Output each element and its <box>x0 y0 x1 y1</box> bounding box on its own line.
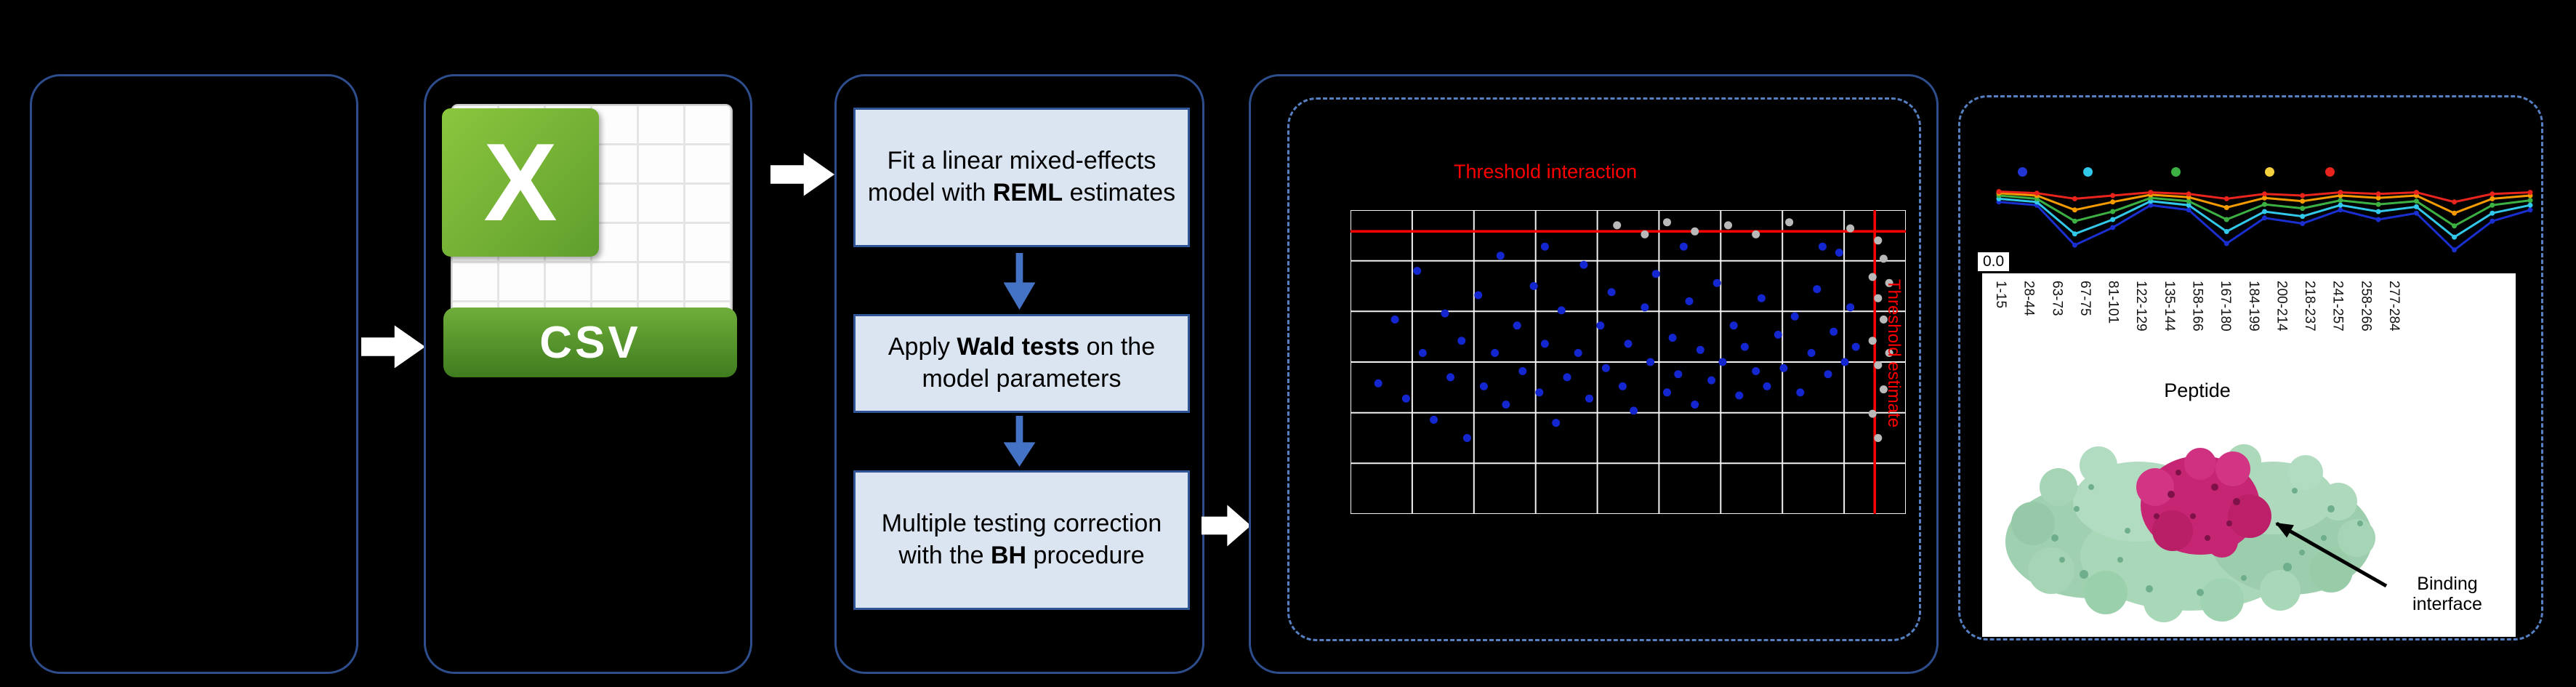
peptide-tick-label: 258-266 <box>2358 281 2374 332</box>
peptide-tick-label: 184-199 <box>2245 281 2261 332</box>
timepoint-dot <box>2264 167 2274 177</box>
panel-input-data <box>30 74 358 674</box>
step-bold: Wald tests <box>957 333 1080 361</box>
step-reml-model: Fit a linear mixed-effects model with RE… <box>853 108 1190 247</box>
peptide-tick-label: 158-166 <box>2189 281 2205 332</box>
panel-csv-file: X CSV <box>424 74 752 674</box>
step-text: on the model parameters <box>922 333 1156 393</box>
timepoint-legend <box>1990 167 2539 177</box>
peptide-tick-label: 67-75 <box>2077 281 2093 316</box>
timepoint-dot <box>2171 167 2181 177</box>
step-text: Fit a linear mixed-effects model with <box>867 147 1156 206</box>
panel-statistical-pipeline: Fit a linear mixed-effects model with RE… <box>834 74 1204 674</box>
binding-interface-label: Binding interface <box>2412 573 2482 615</box>
protein-structure <box>2005 444 2388 622</box>
peptide-axis-labels: 1-15 28-44 63-73 67-75 81-101 122-129 135-144 1… <box>1993 281 2402 374</box>
timepoint-dot <box>2017 167 2027 177</box>
panel-threshold-plot: Threshold interaction Threshold estimate <box>1249 74 1939 674</box>
step-bold: REML <box>992 179 1063 206</box>
flow-arrow-2 <box>770 153 834 196</box>
down-arrow-1 <box>1003 253 1036 310</box>
peptide-tick-label: 241-257 <box>2330 281 2346 332</box>
threshold-plot: Threshold estimate <box>1351 210 1906 514</box>
results-dashed-box: 0.0 1-15 28-44 63-73 67-75 81-101 122-129 135-… <box>1958 95 2543 640</box>
peptide-tick-label: 200-214 <box>2274 281 2290 332</box>
peptide-tick-label: 167-180 <box>2218 281 2234 332</box>
peptide-tick-label: 218-237 <box>2302 281 2318 332</box>
step-text: estimates <box>1063 179 1176 206</box>
csv-banner: CSV <box>443 308 737 377</box>
peptide-tick-label: 28-44 <box>2021 281 2037 316</box>
peptide-axis-title: Peptide <box>2164 379 2231 401</box>
threshold-plot-svg <box>1351 210 1906 514</box>
step-text: Apply <box>887 333 957 361</box>
threshold-estimate-label: Threshold estimate <box>1884 279 1904 428</box>
flow-arrow-1 <box>361 325 425 369</box>
binding-site-surface <box>2136 448 2271 558</box>
step-text: procedure <box>1026 542 1145 569</box>
flow-arrow-3 <box>1202 505 1251 547</box>
timepoint-dot <box>2325 167 2335 177</box>
step-bh-correction: Multiple testing correction with the BH … <box>853 470 1190 610</box>
threshold-interaction-label: Threshold interaction <box>1454 161 1638 182</box>
down-arrow-2 <box>1003 416 1036 467</box>
threshold-dashed-box: Threshold interaction Threshold estimate <box>1287 97 1921 641</box>
binding-arrow <box>2275 521 2388 588</box>
timepoint-dot <box>2083 167 2093 177</box>
step-bold: BH <box>990 542 1027 569</box>
peptide-tick-label: 63-73 <box>2049 281 2065 316</box>
peptide-tick-label: 277-284 <box>2386 281 2402 332</box>
uptake-y-tick: 0.0 <box>1978 252 2010 271</box>
csv-file-icon: X CSV <box>442 103 738 377</box>
step-text: Multiple testing correction with the <box>881 510 1162 569</box>
peptide-tick-label: 122-129 <box>2133 281 2149 332</box>
peptide-tick-label: 135-144 <box>2161 281 2177 332</box>
uptake-plot-svg <box>1996 189 2533 253</box>
peptide-panel: 1-15 28-44 63-73 67-75 81-101 122-129 135-144 1… <box>1982 273 2516 637</box>
peptide-tick-label: 1-15 <box>1993 281 2008 309</box>
excel-x-logo: X <box>442 108 599 257</box>
peptide-tick-label: 81-101 <box>2105 281 2121 324</box>
step-wald-tests: Apply Wald tests on the model parameters <box>853 314 1190 413</box>
